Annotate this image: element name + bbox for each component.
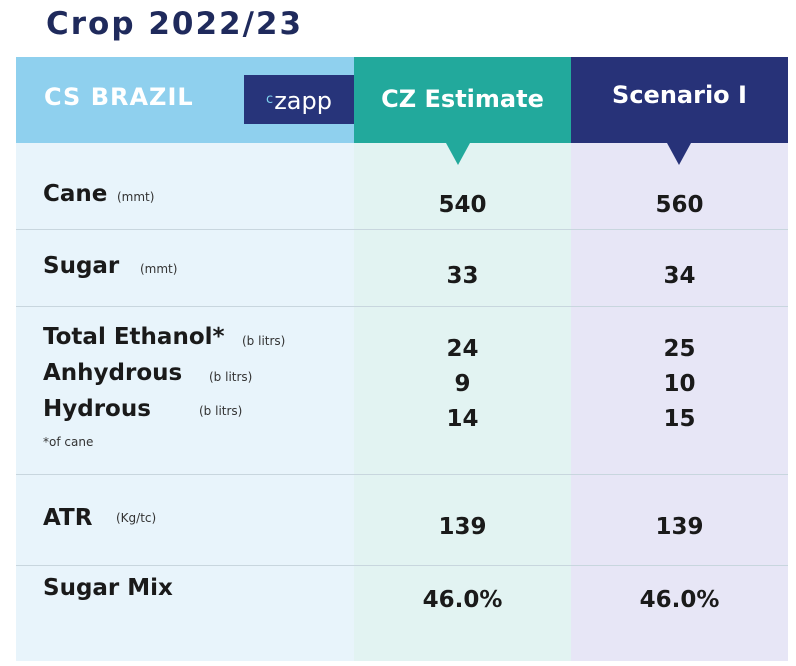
row-divider (16, 565, 788, 566)
logo-mark: c (266, 92, 274, 107)
czapp-logo: czapp (244, 75, 354, 124)
sugar-unit: (mmt) (140, 262, 178, 276)
anhydrous-scenario-value: 10 (663, 371, 696, 397)
total-ethanol-label: Total Ethanol* (43, 324, 225, 350)
atr-unit: (Kg/tc) (116, 511, 157, 525)
hydrous-estimate-value: 14 (446, 406, 479, 432)
atr-scenario-value: 139 (655, 514, 704, 540)
atr-estimate-value: 139 (438, 514, 487, 540)
hydrous-unit: (b litrs) (199, 404, 243, 418)
row-divider (16, 474, 788, 475)
cane-unit: (mmt) (117, 190, 155, 204)
row-divider (16, 229, 788, 230)
hydrous-label: Hydrous (43, 396, 151, 422)
total-ethanol-scenario-value: 25 (663, 336, 696, 362)
scenario-column-header: Scenario I (612, 81, 747, 109)
header-estimate-cell (354, 57, 571, 143)
hydrous-scenario-value: 15 (663, 406, 696, 432)
anhydrous-label: Anhydrous (43, 360, 183, 386)
sugar-mix-estimate-value: 46.0% (422, 587, 503, 613)
ethanol-footnote: *of cane (43, 435, 94, 449)
estimate-column-header: CZ Estimate (381, 85, 544, 113)
cane-label: Cane (43, 181, 108, 207)
crop-table: CS BRAZIL czapp CZ Estimate Scenario I C… (16, 57, 788, 661)
anhydrous-unit: (b litrs) (209, 370, 253, 384)
sugar-estimate-value: 33 (446, 263, 479, 289)
sugar-scenario-value: 34 (663, 263, 696, 289)
page-title: Crop 2022/23 (46, 6, 304, 42)
cane-estimate-value: 540 (438, 192, 487, 218)
sugar-mix-scenario-value: 46.0% (639, 587, 720, 613)
header-scenario-cell (571, 57, 788, 143)
region-heading: CS BRAZIL (44, 83, 194, 111)
scenario-pointer-icon (667, 143, 691, 165)
sugar-label: Sugar (43, 253, 120, 279)
cane-scenario-value: 560 (655, 192, 704, 218)
estimate-pointer-icon (446, 143, 470, 165)
total-ethanol-unit: (b litrs) (242, 334, 286, 348)
row-divider (16, 306, 788, 307)
label-column-bg (16, 57, 354, 661)
atr-label: ATR (43, 505, 93, 531)
anhydrous-estimate-value: 9 (454, 371, 471, 397)
total-ethanol-estimate-value: 24 (446, 336, 479, 362)
logo-text: zapp (274, 87, 332, 115)
sugar-mix-label: Sugar Mix (43, 575, 173, 601)
